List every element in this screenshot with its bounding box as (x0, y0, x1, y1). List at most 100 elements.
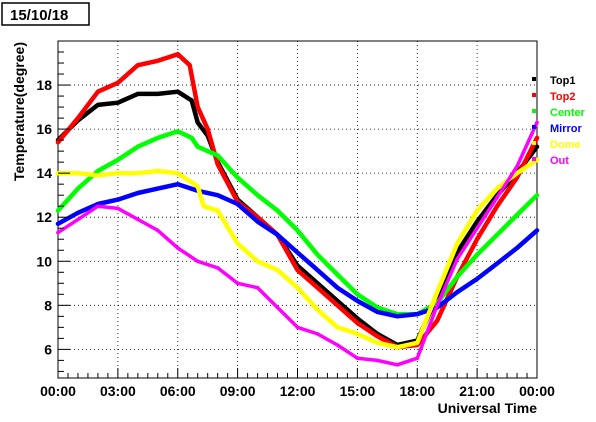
data-point-center (515, 213, 519, 217)
data-point-out (335, 343, 340, 347)
data-point-mirror (335, 285, 340, 290)
legend-label-top1: Top1 (550, 75, 575, 87)
data-point-out (275, 305, 280, 310)
data-point-mirror (515, 246, 519, 250)
data-point-out (415, 356, 420, 361)
data-point-out (315, 332, 320, 336)
data-point-top2 (116, 81, 120, 85)
y-tick-label: 10 (36, 253, 52, 269)
data-point-center (295, 228, 300, 233)
data-point-dome (435, 290, 440, 294)
x-tick-label: 12:00 (280, 383, 316, 399)
data-point-mirror (255, 219, 260, 224)
data-point-top2 (335, 303, 340, 308)
data-point-dome (355, 332, 360, 336)
y-tick-label: 16 (36, 121, 52, 137)
series-line-center (55, 129, 540, 317)
data-point-top2 (215, 162, 220, 167)
data-point-out (535, 120, 539, 125)
y-tick-label: 8 (44, 297, 52, 313)
series-line-dome (55, 157, 540, 350)
data-point-top2 (187, 63, 192, 67)
x-tick-label: 00:00 (519, 383, 555, 399)
data-point-top1 (535, 144, 539, 149)
legend-marker-out (532, 157, 536, 161)
data-point-out (395, 363, 400, 367)
y-tick-label: 12 (36, 209, 52, 225)
data-point-top2 (295, 268, 300, 272)
data-point-center (116, 158, 120, 162)
data-point-dome (76, 171, 80, 175)
data-point-center (56, 208, 60, 213)
data-point-center (96, 169, 100, 173)
data-point-top1 (176, 89, 180, 94)
data-point-out (156, 228, 160, 233)
data-point-dome (96, 173, 100, 178)
data-point-mirror (475, 277, 479, 281)
data-point-out (515, 164, 519, 169)
data-point-top1 (156, 92, 160, 96)
data-point-mirror (76, 211, 80, 215)
data-point-center (235, 175, 240, 180)
data-point-dome (315, 307, 320, 312)
data-point-mirror (495, 261, 499, 266)
data-point-dome (375, 341, 380, 345)
data-point-center (355, 292, 360, 297)
data-point-top2 (375, 334, 380, 339)
legend-marker-center (532, 109, 536, 113)
data-point-center (335, 272, 340, 277)
data-point-dome (495, 186, 499, 191)
data-point-out (96, 204, 100, 208)
data-point-out (136, 217, 140, 222)
data-point-center (189, 136, 194, 140)
data-point-mirror (315, 268, 320, 272)
data-point-center (315, 252, 320, 257)
legend-marker-mirror (532, 125, 536, 129)
data-point-mirror (415, 312, 420, 316)
data-point-dome (235, 241, 240, 246)
data-point-dome (295, 285, 300, 290)
x-tick-label: 00:00 (40, 383, 76, 399)
data-point-center (495, 233, 499, 237)
y-tick-label: 6 (44, 341, 52, 357)
data-point-center (275, 208, 280, 213)
data-point-top2 (315, 285, 320, 290)
data-point-out (215, 266, 220, 270)
data-point-dome (515, 171, 519, 175)
data-point-center (215, 153, 220, 158)
data-point-dome (201, 204, 206, 208)
y-axis-title: Temperature(degree) (11, 42, 27, 181)
data-point-mirror (355, 299, 360, 303)
data-point-top2 (195, 105, 200, 109)
data-point-top2 (76, 116, 80, 120)
x-tick-label: 03:00 (100, 383, 136, 399)
data-point-out (255, 285, 260, 290)
y-tick-label: 18 (36, 77, 52, 93)
data-point-mirror (295, 250, 300, 255)
data-point-top2 (136, 63, 140, 67)
data-point-mirror (375, 310, 380, 314)
data-point-dome (176, 171, 180, 175)
x-tick-label: 15:00 (339, 383, 375, 399)
data-point-out (56, 230, 60, 235)
data-point-mirror (535, 228, 539, 233)
data-point-top2 (535, 136, 539, 140)
x-axis-title: Universal Time (438, 400, 538, 416)
data-point-dome (116, 171, 120, 175)
data-point-center (76, 186, 80, 191)
x-tick-label: 09:00 (220, 383, 256, 399)
data-point-top1 (116, 100, 120, 105)
data-point-top2 (435, 318, 440, 323)
data-point-out (475, 226, 479, 230)
data-point-out (375, 358, 380, 363)
data-point-top2 (205, 127, 210, 131)
title-box (1, 2, 90, 26)
data-point-top1 (96, 103, 100, 107)
legend-label-out: Out (550, 155, 569, 167)
data-point-out (235, 281, 240, 286)
legend: Top1 Top2 Center Mirror Dome Out (532, 75, 586, 167)
data-point-mirror (156, 186, 160, 191)
data-point-out (435, 303, 440, 308)
data-point-dome (195, 184, 200, 189)
data-point-center (475, 252, 479, 257)
